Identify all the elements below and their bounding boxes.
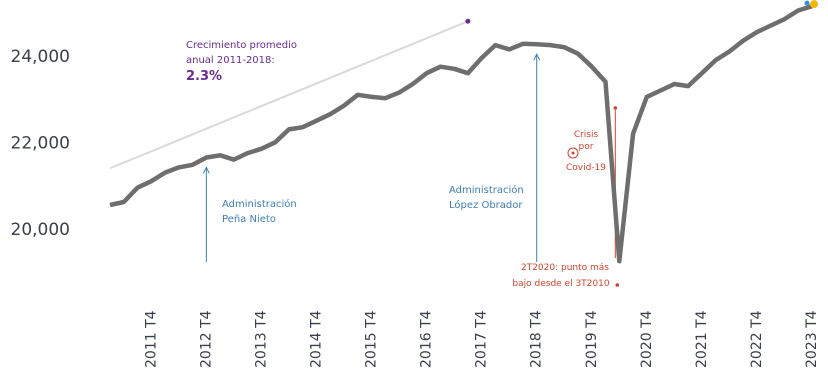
pena-annotation-line1: Administración: [222, 198, 297, 210]
x-tick-label: 2016 T4: [419, 310, 435, 368]
x-tick-label: 2020 T4: [639, 310, 655, 368]
trend-line: [109, 20, 469, 170]
x-tick-label: 2011 T4: [143, 310, 159, 368]
annotation-guides: [202, 53, 620, 287]
end-markers: [804, 0, 818, 9]
growth-annotation-line2: anual 2011-2018:: [186, 55, 275, 66]
growth-annotation-value: 2.3%: [186, 69, 222, 84]
trend-end-marker: [465, 18, 471, 24]
lopez-annotation-line1: Administración: [449, 184, 524, 196]
low-point-marker: [615, 283, 620, 287]
x-tick-label: 2015 T4: [364, 310, 380, 368]
x-tick-label: 2023 T4: [804, 310, 820, 368]
crisis-annotation-line2: por: [579, 142, 594, 152]
x-axis: 2011 T4 2012 T4 2013 T4 2014 T4 2015 T4 2016 …: [143, 310, 820, 368]
virus-icon: [567, 147, 579, 159]
y-tick-label: 22,000: [11, 133, 70, 153]
lopez-annotation-line2: López Obrador: [449, 199, 523, 211]
pena-guide-line-arrowhead: [202, 166, 210, 174]
low-annotation-line1: 2T2020: punto más: [521, 263, 609, 273]
x-tick-label: 2017 T4: [474, 310, 490, 368]
x-tick-label: 2018 T4: [529, 310, 545, 368]
x-tick-label: 2019 T4: [584, 310, 600, 368]
x-tick-label: 2012 T4: [198, 310, 214, 368]
end-point-marker: [810, 0, 818, 9]
y-tick-label: 24,000: [11, 47, 70, 67]
x-tick-label: 2022 T4: [749, 310, 765, 368]
end-point-marker-secondary: [804, 0, 810, 6]
growth-annotation-line1: Crecimiento promedio: [186, 40, 297, 51]
pena-annotation-line2: Peña Nieto: [222, 214, 276, 225]
lopez-guide-line-arrowhead: [533, 53, 541, 61]
crisis-annotation-line3: Covid-19: [566, 163, 606, 173]
y-axis: 20,000 22,000 24,000: [11, 47, 70, 240]
y-tick-label: 20,000: [11, 220, 70, 240]
series-line: [109, 4, 813, 264]
crisis-guide-marker: [613, 106, 618, 110]
x-tick-label: 2013 T4: [253, 310, 269, 368]
crisis-annotation-line1: Crisis: [574, 130, 599, 140]
x-tick-label: 2014 T4: [308, 310, 324, 368]
low-annotation-line2: bajo desde el 3T2010: [512, 279, 609, 289]
x-tick-label: 2021 T4: [694, 310, 710, 368]
